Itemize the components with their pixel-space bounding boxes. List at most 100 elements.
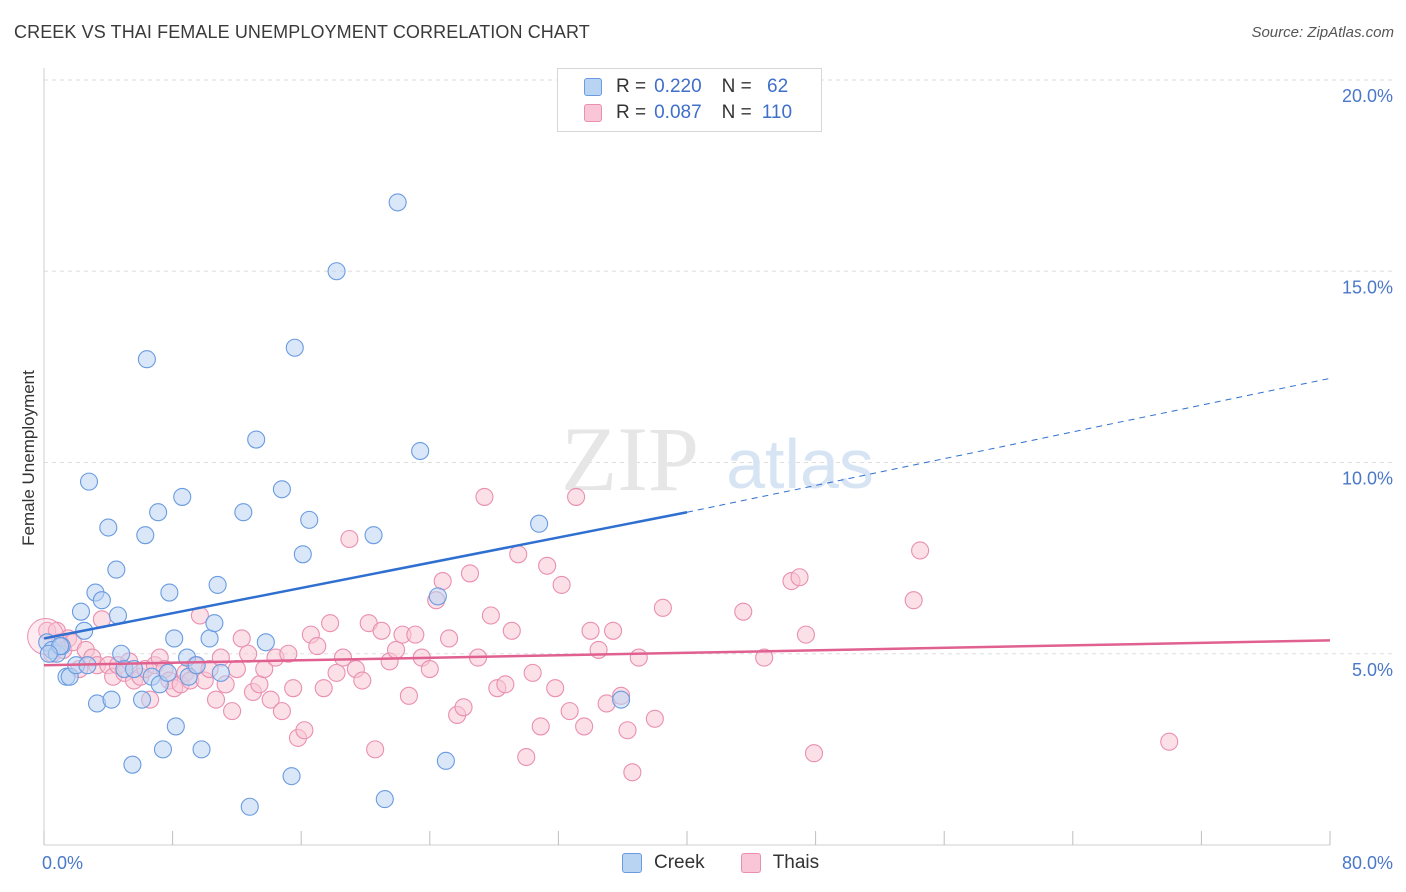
thais-point [1160,732,1179,751]
y-tick-label: 5.0% [1352,660,1393,680]
creek-point [112,644,131,663]
thais-point [904,591,923,610]
thais-point [653,598,672,617]
creek-swatch [584,78,602,96]
creek-point [102,690,121,709]
thais-point [645,709,664,728]
thais-point [581,621,600,640]
creek-point [285,338,304,357]
creek-point [364,526,383,545]
creek-point [205,614,224,633]
thais-point [475,487,494,506]
thais-point [567,487,586,506]
thais-point [366,740,385,759]
creek-point [92,591,111,610]
thais-point [517,747,536,767]
legend-item-thais[interactable]: Thais [740,852,820,874]
thais-point [546,679,565,698]
creek-trend-line [43,510,688,640]
creek-point [282,767,301,786]
thais-point [629,648,648,667]
legend-n-label: N = [721,76,752,97]
creek-point [173,487,192,506]
thais-point [386,640,406,659]
creek-point [272,480,291,499]
legend-label-creek: Creek [654,852,705,873]
thais-point [308,637,327,656]
watermark-atlas: atlas [726,425,874,503]
creek-point [300,510,319,529]
thais-point [239,644,258,663]
y-axis-label: Female Unemployment [19,370,38,546]
legend-label-thais: Thais [772,852,820,873]
thais-point [227,659,246,679]
thais-point [496,675,515,694]
creek-point [388,193,407,212]
thais-point [589,640,608,659]
thais-point [399,686,418,705]
y-tick-label: 20.0% [1342,86,1393,106]
creek-point [107,560,126,579]
thais-point [353,671,372,690]
thais-trend-line [43,639,1331,667]
thais-point [790,568,809,587]
thais-point [460,564,480,583]
legend-item-creek[interactable]: Creek [622,852,705,874]
thais-point [420,659,439,679]
creek-point [428,587,447,606]
thais-point [454,698,473,717]
thais-point [440,629,459,648]
creek-point [123,755,142,774]
thais-point [575,717,594,736]
thais-point [272,702,291,721]
creek-point [187,656,206,675]
creek-point [39,644,58,663]
thais-points [27,487,1179,782]
creek-point [411,441,430,461]
thais-point [755,648,774,667]
legend-r-label: R = [616,76,647,97]
legend-row-thais: R = 0.087 N = 110 [584,100,792,126]
y-tick-label: 15.0% [1342,277,1393,297]
y-tick-label: 10.0% [1342,469,1393,489]
thais-point [284,679,303,698]
x-tick-labels: 0.0% 80.0% [42,853,1393,873]
thais-point [206,690,226,709]
correlation-legend: R = 0.220 N = 62 R = 0.087 N = 110 [557,68,822,132]
thais-point [796,625,816,644]
thais-point [279,644,298,663]
legend-r-value: 0.087 [654,102,702,123]
thais-point [223,702,242,721]
legend-r-value: 0.220 [654,76,702,97]
thais-point [734,602,753,621]
creek-point [133,690,152,709]
thais-point [321,614,340,633]
thais-point [804,744,824,763]
thais-point [433,572,452,591]
thais-point [911,541,930,560]
creek-point [256,633,275,652]
thais-point [531,717,550,736]
legend-row-creek: R = 0.220 N = 62 [584,74,788,100]
legend-r-label: R = [616,102,647,123]
thais-point [232,629,251,648]
thais-point [481,606,500,625]
trend-lines [43,377,1331,667]
axes [43,68,1331,846]
thais-point [295,721,314,740]
creek-point [327,262,346,281]
thais-point [538,556,557,575]
creek-point [137,350,156,369]
creek-point [375,790,394,809]
grid-lines [44,79,1392,655]
legend-n-label: N = [721,102,752,123]
thais-point [560,702,579,721]
y-tick-labels: 5.0% 10.0% 15.0% 20.0% [1342,86,1393,680]
creek-point [612,690,631,709]
creek-point [208,575,227,594]
thais-point [523,663,542,682]
thais-point [618,721,637,740]
thais-point [406,625,425,644]
creek-point [165,629,184,648]
creek-point [160,583,179,602]
